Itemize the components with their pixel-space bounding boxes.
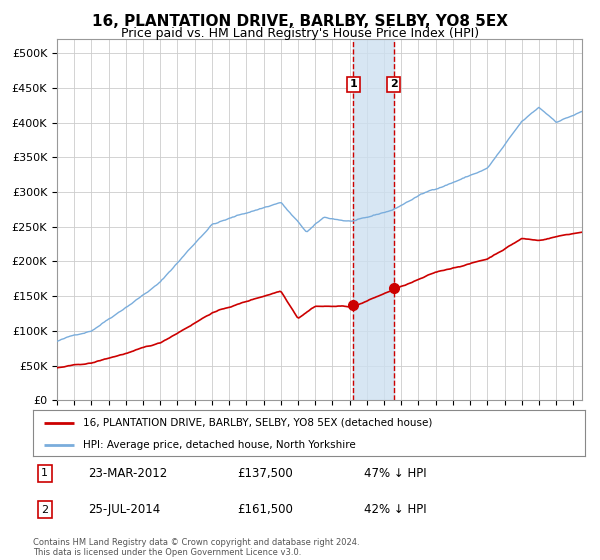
- Text: 23-MAR-2012: 23-MAR-2012: [88, 466, 167, 480]
- Text: 25-JUL-2014: 25-JUL-2014: [88, 503, 160, 516]
- Text: 1: 1: [350, 80, 357, 90]
- Text: £161,500: £161,500: [237, 503, 293, 516]
- Bar: [353, 39, 394, 400]
- Text: 1: 1: [41, 468, 48, 478]
- Text: 2: 2: [390, 80, 398, 90]
- Text: 16, PLANTATION DRIVE, BARLBY, SELBY, YO8 5EX: 16, PLANTATION DRIVE, BARLBY, SELBY, YO8…: [92, 14, 508, 29]
- Text: 2: 2: [41, 505, 49, 515]
- Text: 47% ↓ HPI: 47% ↓ HPI: [364, 466, 427, 480]
- Text: 42% ↓ HPI: 42% ↓ HPI: [364, 503, 427, 516]
- Text: Price paid vs. HM Land Registry's House Price Index (HPI): Price paid vs. HM Land Registry's House …: [121, 27, 479, 40]
- Text: HPI: Average price, detached house, North Yorkshire: HPI: Average price, detached house, Nort…: [83, 440, 355, 450]
- Text: 16, PLANTATION DRIVE, BARLBY, SELBY, YO8 5EX (detached house): 16, PLANTATION DRIVE, BARLBY, SELBY, YO8…: [83, 418, 432, 428]
- Text: £137,500: £137,500: [237, 466, 293, 480]
- Text: Contains HM Land Registry data © Crown copyright and database right 2024.
This d: Contains HM Land Registry data © Crown c…: [33, 538, 359, 557]
